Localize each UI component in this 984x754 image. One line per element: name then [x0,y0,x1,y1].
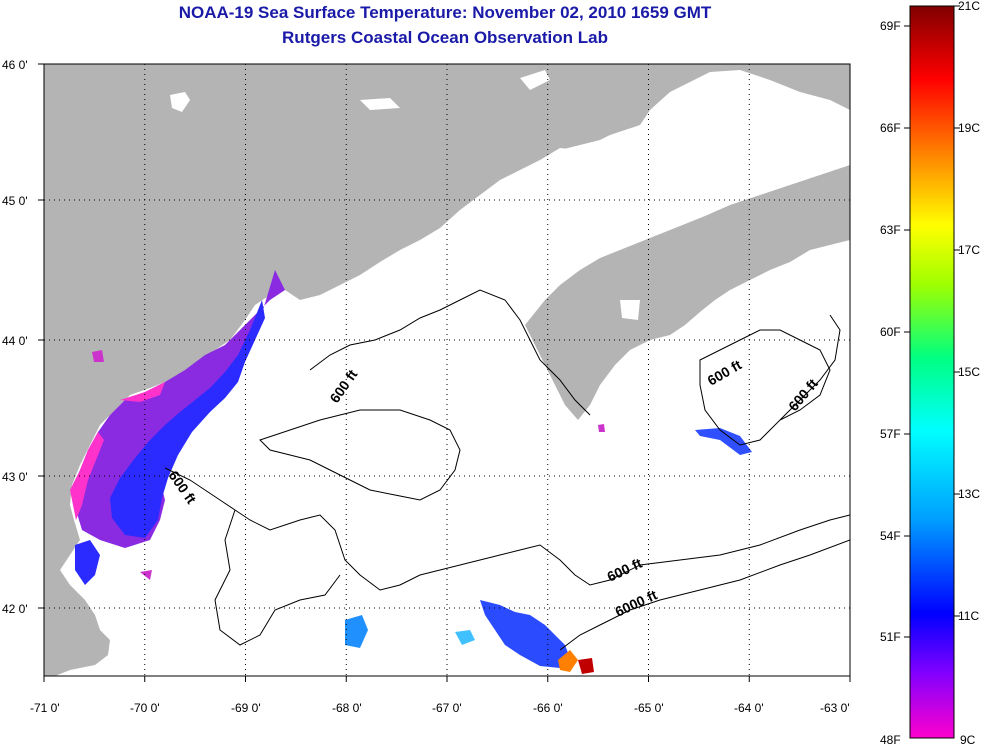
lon-tick-label: -63 0' [820,701,850,715]
contour-600ft-east [699,329,831,446]
lon-tick-label: -71 0' [30,701,60,715]
colorbar-f-label: 60F [880,325,901,339]
colorbar-f-label: 51F [880,630,901,644]
tick-marks [38,63,851,682]
contour-600ft-inner [164,467,850,591]
colorbar-c-label: 21C [958,0,981,13]
colorbar-ticks [904,5,960,638]
grid [44,64,850,676]
lon-tick-label: -70 0' [130,701,160,715]
map-subtitle: Rutgers Coastal Ocean Observation Lab [282,28,608,47]
sst-patch-cape-ann [75,540,100,585]
lat-tick-label: 44 0' [2,334,28,348]
colorbar-c-label: 19C [958,121,981,135]
sst-patch-coast-blue [110,300,265,538]
contour-600ft-middle [259,409,461,501]
lon-tick-label: -67 0' [432,701,462,715]
colorbar-c-label: 13C [958,487,981,501]
colorbar-f-label: 66F [880,121,901,135]
bay-of-fundy [495,138,800,300]
contour-600ft-north [309,289,591,416]
lat-tick-label: 42 0' [2,602,28,616]
sst-patch-georges-bank [480,600,570,668]
colorbar-c-label: 17C [958,243,981,257]
colorbar-f-label: 54F [880,529,901,543]
contour-6000ft [559,539,850,651]
sst-patch-hot [578,658,594,674]
lon-tick-label: -65 0' [634,701,664,715]
sst-patch-warm [558,650,578,672]
land-new-england [44,64,850,676]
sst-patch-east [695,428,752,455]
colorbar-f-label: 69F [880,19,901,33]
sst-patch-cyan-2 [455,630,475,645]
lon-tick-label: -66 0' [533,701,563,715]
colorbar-f-label: 63F [880,223,901,237]
lon-tick-label: -69 0' [231,701,261,715]
lon-tick-label: -68 0' [332,701,362,715]
land-nova-scotia [525,165,850,420]
contour-600ft-far-east [779,314,841,421]
lat-tick-label: 43 0' [2,470,28,484]
colorbar-c-label: 15C [958,365,981,379]
sst-patch-coast-magenta [70,382,165,520]
lon-tick-label: -64 0' [734,701,764,715]
map-title: NOAA-19 Sea Surface Temperature: Novembe… [178,3,712,22]
contour-600ft-loop [214,509,341,646]
land-cape-cod [44,618,110,676]
sst-patch-cyan-1 [345,615,368,648]
colorbar-f-label: 57F [880,427,901,441]
colorbar-c-label: 11C [958,609,980,623]
depth-contours [164,289,850,651]
colorbar-f-label: 48F [880,733,901,747]
lat-tick-label: 46 0' [2,58,28,72]
colorbar-c-label: 9C [960,733,976,747]
lat-tick-label: 45 0' [2,194,28,208]
colorbar [909,5,955,739]
